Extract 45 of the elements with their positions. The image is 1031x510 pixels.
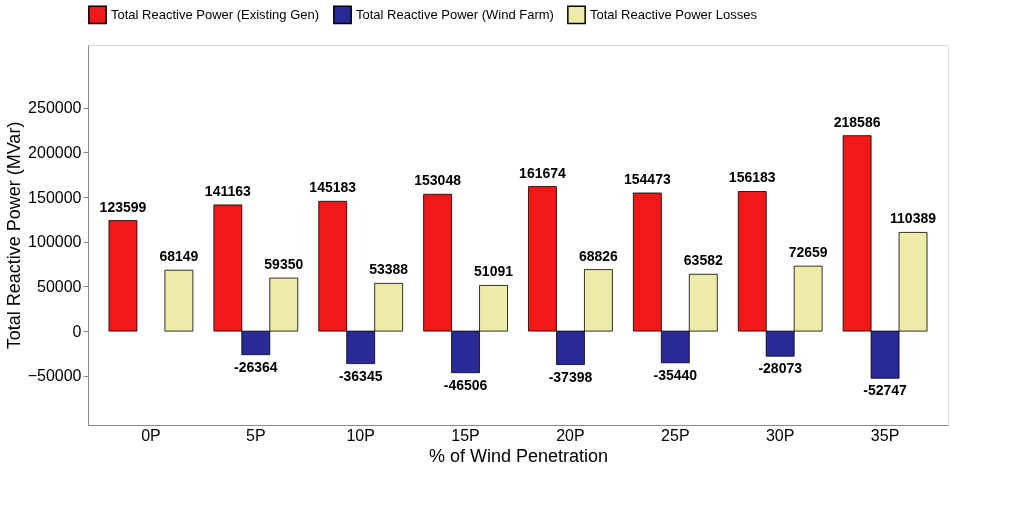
- x-tick-label: 20P: [556, 426, 585, 444]
- data-label: 141163: [204, 182, 252, 199]
- data-label: -37398: [548, 368, 593, 385]
- y-tick-label: 100000: [28, 233, 82, 251]
- y-tick-label: 150000: [28, 188, 82, 206]
- data-label: 72659: [788, 244, 828, 261]
- x-tick-label: 35P: [870, 426, 900, 444]
- data-label: 156183: [728, 169, 776, 186]
- data-label: 123599: [99, 198, 147, 215]
- data-label: 154473: [623, 171, 671, 187]
- data-label: 161674: [519, 164, 567, 181]
- data-label: 53388: [369, 261, 409, 278]
- x-tick-label: 5P: [246, 426, 266, 444]
- data-label: 63582: [683, 252, 723, 269]
- data-label: 59350: [264, 256, 304, 273]
- legend-label: Total Reactive Power (Wind Farm): [356, 6, 554, 22]
- y-axis-title: Total Reactive Power (MVar): [3, 121, 24, 350]
- y-tick-label: 50000: [37, 277, 82, 295]
- data-label: -36345: [338, 367, 383, 384]
- data-label: 145183: [309, 179, 357, 196]
- data-label: 68826: [578, 247, 619, 264]
- bar: [164, 269, 194, 332]
- data-label: -26364: [234, 358, 278, 375]
- x-tick-label: 30P: [765, 426, 795, 444]
- x-axis-title: % of Wind Penetration: [428, 445, 609, 466]
- x-tick-label: 0P: [141, 426, 161, 444]
- y-tick-label: −50000: [27, 367, 82, 385]
- data-label: 218586: [833, 113, 881, 130]
- legend-label: Total Reactive Power (Existing Gen): [111, 6, 320, 22]
- data-label: 68149: [159, 248, 199, 265]
- bar: [108, 220, 138, 332]
- y-tick-label: 0: [72, 322, 82, 340]
- data-label: -46506: [443, 376, 488, 393]
- data-label: -35440: [653, 366, 698, 383]
- data-label: 51091: [474, 263, 514, 280]
- x-tick-label: 15P: [451, 426, 480, 444]
- data-label: -52747: [863, 382, 908, 399]
- data-label: 153048: [414, 172, 462, 189]
- y-tick-label: 250000: [28, 99, 82, 117]
- y-tick-label: 200000: [28, 143, 82, 161]
- data-label: 110389: [890, 210, 937, 227]
- data-label: -28073: [758, 360, 803, 377]
- x-tick-label: 10P: [346, 426, 375, 444]
- x-tick-label: 25P: [661, 426, 690, 444]
- legend-label: Total Reactive Power Losses: [590, 6, 758, 22]
